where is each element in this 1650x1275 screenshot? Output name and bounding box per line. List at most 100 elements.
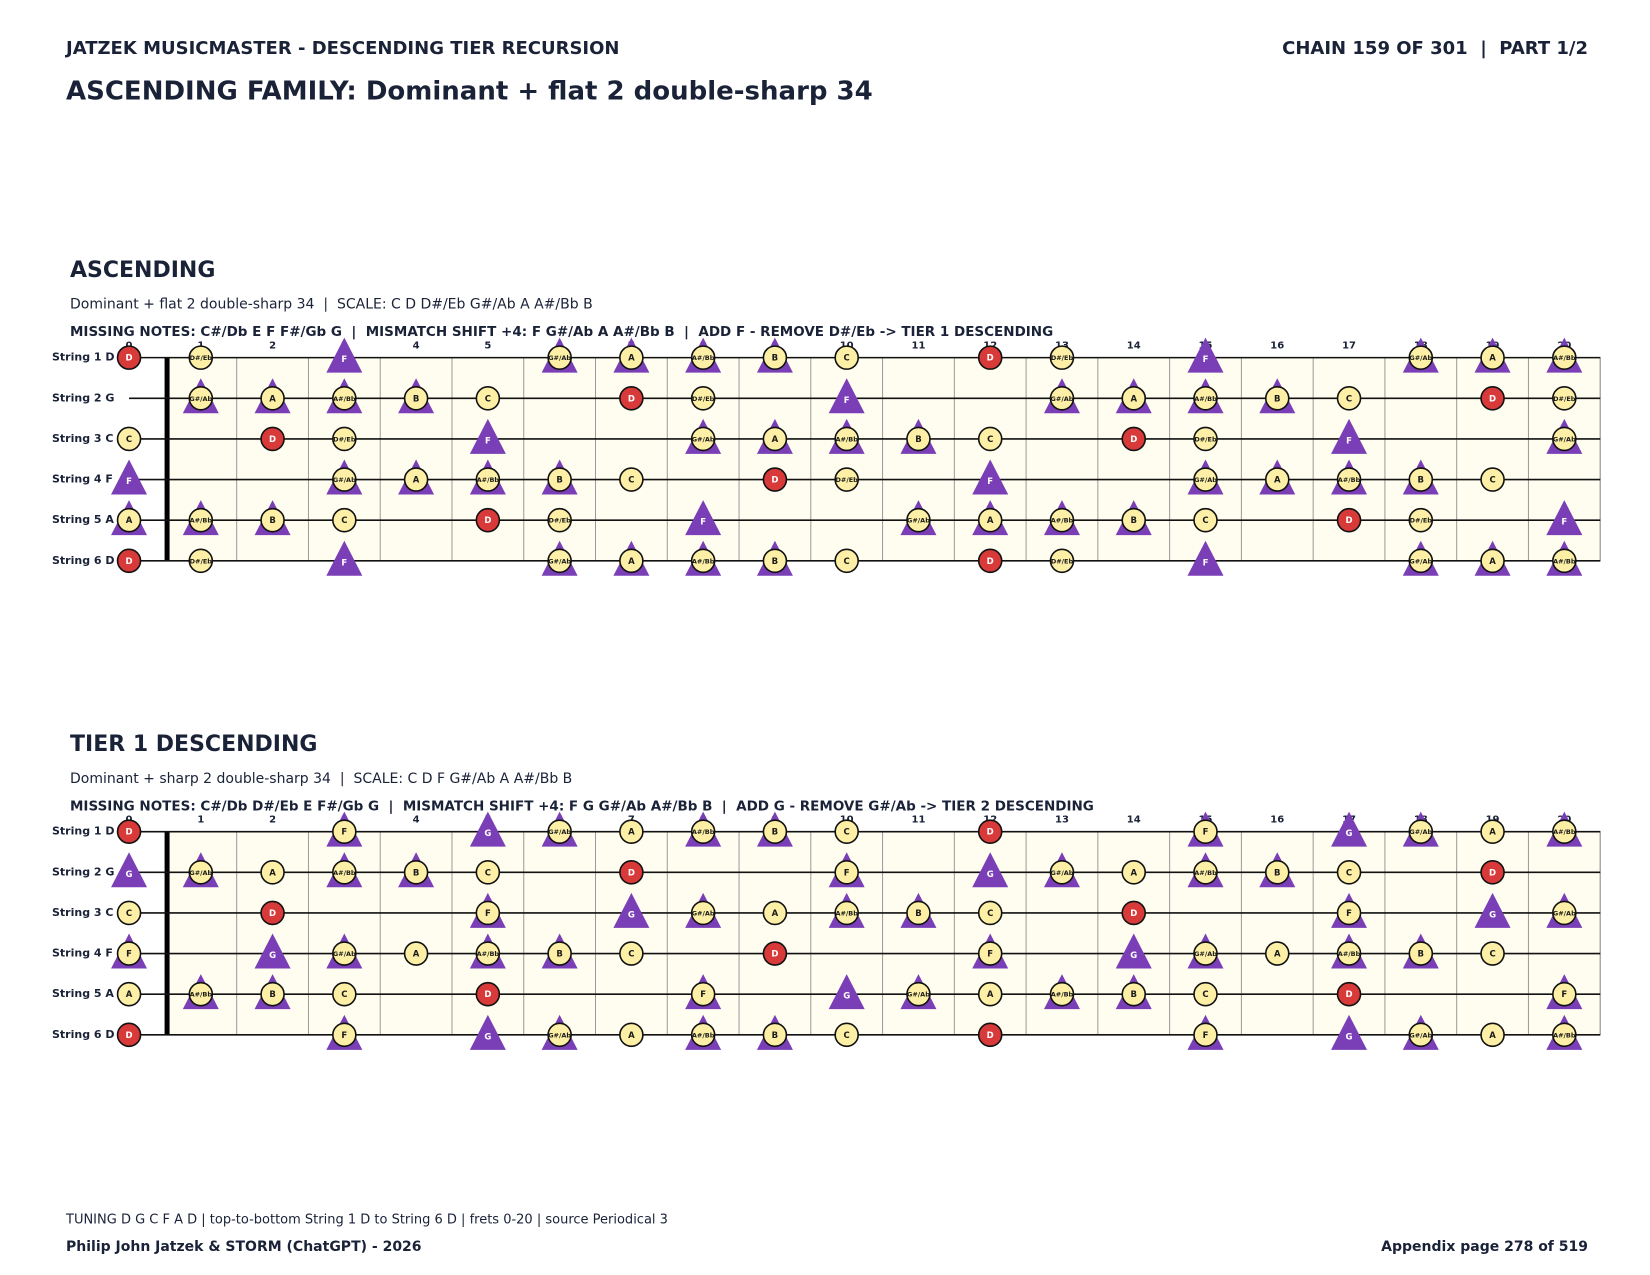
note-label: B: [772, 828, 778, 838]
note-label: A: [269, 394, 276, 404]
scale-note: [690, 819, 716, 844]
scale-note: [834, 345, 859, 370]
scale-note: [116, 507, 142, 533]
scale-note: [1121, 859, 1147, 885]
note-label: C: [987, 909, 993, 919]
note-label: A#/Bb: [1051, 517, 1074, 525]
root-note: [1480, 859, 1505, 885]
scale-note: [1049, 859, 1075, 885]
scale-note: [1552, 548, 1577, 574]
note-label: F: [126, 950, 132, 960]
shift-triangle: [828, 974, 865, 1010]
note-label: A#/Bb: [333, 869, 356, 877]
scale-note: [475, 941, 501, 966]
root-note: [977, 345, 1003, 370]
string-label: String 2 G: [52, 391, 114, 404]
note-label: G#/Ab: [548, 828, 571, 836]
scale-note: [1336, 941, 1362, 966]
note-label: G: [484, 1032, 491, 1042]
note-label: D: [628, 394, 635, 404]
scale-note: [762, 548, 788, 574]
scale-note: [1049, 981, 1075, 1007]
note-label: A: [772, 435, 779, 445]
note-label: D: [1489, 394, 1496, 404]
note-label: F: [1561, 990, 1567, 1000]
root-note: [116, 1022, 142, 1048]
string-label: String 4 F: [52, 473, 113, 486]
scale-note: [1193, 467, 1218, 492]
root-note: [1480, 385, 1505, 411]
note-label: D: [987, 354, 994, 364]
scale-note: [1193, 507, 1218, 533]
note-label: G#/Ab: [1409, 557, 1432, 565]
scale-note: [690, 1022, 716, 1048]
scale-note: [188, 345, 214, 370]
note-label: C: [126, 909, 132, 919]
scale-note: [690, 900, 716, 926]
scale-note: [690, 548, 716, 574]
note-label: B: [556, 950, 562, 960]
scale-note: [1121, 981, 1147, 1007]
note-label: G#/Ab: [692, 435, 715, 443]
scale-note: [116, 941, 142, 966]
scale-note: [188, 507, 214, 533]
note-label: D: [1130, 435, 1137, 445]
scale-note: [1336, 467, 1362, 492]
scale-note: [188, 548, 214, 574]
scale-note: [1480, 941, 1505, 966]
string-label: String 1 D: [52, 351, 115, 364]
fret-number: 2: [269, 341, 276, 352]
note-label: D#/Eb: [836, 476, 859, 484]
note-label: B: [772, 354, 778, 364]
note-label: F: [1346, 909, 1352, 919]
string-label: String 5 A: [52, 513, 114, 526]
scale-note: [690, 385, 716, 411]
note-label: C: [987, 435, 993, 445]
note-label: D#/Eb: [1051, 557, 1074, 565]
scale-note: [260, 507, 285, 533]
note-label: C: [341, 990, 347, 1000]
note-label: B: [915, 435, 921, 445]
string-label: String 3 C: [52, 432, 113, 445]
scale-note: [1480, 1022, 1505, 1048]
scale-note: [403, 941, 429, 966]
page-title: ASCENDING FAMILY: Dominant + flat 2 doub…: [66, 77, 873, 107]
scale-note: [547, 345, 572, 370]
scale-note: [834, 819, 859, 844]
scale-note: [619, 1022, 644, 1048]
shift-triangle: [326, 337, 363, 373]
shift-triangle: [1474, 892, 1511, 928]
note-label: G#/Ab: [333, 476, 356, 484]
note-label: B: [556, 476, 562, 486]
note-label: A: [1130, 868, 1137, 878]
shift-triangle: [111, 459, 148, 495]
scale-note: [260, 859, 285, 885]
root-note: [475, 507, 501, 533]
fret-number: 14: [1127, 341, 1141, 352]
fret-number: 2: [269, 815, 276, 826]
scale-note: [403, 385, 429, 411]
fret-number: 4: [413, 815, 420, 826]
note-label: F: [1203, 828, 1209, 838]
note-label: D: [269, 909, 276, 919]
scale-note: [1193, 819, 1218, 844]
scale-note: [475, 467, 501, 492]
note-label: D#/Eb: [1553, 395, 1576, 403]
note-label: G: [1489, 910, 1496, 920]
note-label: F: [844, 396, 850, 406]
scale-note: [977, 900, 1003, 926]
note-label: A: [628, 557, 635, 567]
scale-note: [332, 981, 357, 1007]
note-label: D: [771, 476, 778, 486]
scale-note: [762, 345, 788, 370]
note-label: B: [269, 990, 275, 1000]
note-label: G#/Ab: [907, 517, 930, 525]
string-label: String 5 A: [52, 987, 114, 1000]
note-label: C: [1489, 476, 1495, 486]
note-label: A: [126, 516, 133, 526]
note-label: A#/Bb: [1338, 950, 1361, 958]
note-label: C: [1202, 516, 1208, 526]
scale-note: [762, 900, 788, 926]
scale-note: [1193, 426, 1218, 452]
